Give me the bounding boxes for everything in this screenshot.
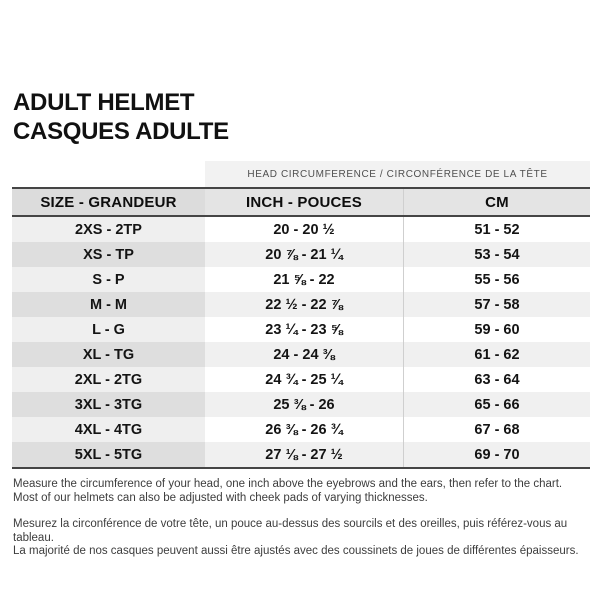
page-title: ADULT HELMET CASQUES ADULTE bbox=[13, 88, 229, 146]
size-cell: S - P bbox=[12, 267, 205, 292]
size-cell: XL - TG bbox=[12, 342, 205, 367]
size-cell: 2XL - 2TG bbox=[12, 367, 205, 392]
cm-cell: 63 - 64 bbox=[403, 367, 590, 392]
size-cell: M - M bbox=[12, 292, 205, 317]
band-spacer bbox=[12, 161, 205, 187]
inch-cell: 20 ⅞ - 21 ¼ bbox=[205, 242, 403, 267]
cm-cell: 57 - 58 bbox=[403, 292, 590, 317]
cm-cell: 55 - 56 bbox=[403, 267, 590, 292]
cm-cell: 59 - 60 bbox=[403, 317, 590, 342]
table-row: 2XS - 2TP 20 - 20 ½ 51 - 52 bbox=[12, 217, 590, 242]
column-header-cm: CM bbox=[403, 189, 590, 215]
table-row: XL - TG 24 - 24 ⅜ 61 - 62 bbox=[12, 342, 590, 367]
table-row: M - M 22 ½ - 22 ⅞ 57 - 58 bbox=[12, 292, 590, 317]
inch-cell: 27 ⅛ - 27 ½ bbox=[205, 442, 403, 467]
footer-note-en-line2: Most of our helmets can also be adjusted… bbox=[13, 491, 428, 504]
footer-notes: Measure the circumference of your head, … bbox=[13, 478, 589, 559]
size-cell: 3XL - 3TG bbox=[12, 392, 205, 417]
cm-cell: 51 - 52 bbox=[403, 217, 590, 242]
head-circumference-band-row: HEAD CIRCUMFERENCE / CIRCONFÉRENCE DE LA… bbox=[12, 161, 590, 187]
table-header-row: SIZE - GRANDEUR INCH - POUCES CM bbox=[12, 187, 590, 217]
cm-cell: 61 - 62 bbox=[403, 342, 590, 367]
footer-note-fr-line1: Mesurez la circonférence de votre tête, … bbox=[13, 518, 568, 544]
inch-cell: 26 ⅜ - 26 ¾ bbox=[205, 417, 403, 442]
inch-cell: 21 ⅝ - 22 bbox=[205, 267, 403, 292]
size-cell: 4XL - 4TG bbox=[12, 417, 205, 442]
footer-note-fr: Mesurez la circonférence de votre tête, … bbox=[13, 518, 589, 559]
inch-cell: 22 ½ - 22 ⅞ bbox=[205, 292, 403, 317]
cm-cell: 53 - 54 bbox=[403, 242, 590, 267]
table-row: 2XL - 2TG 24 ¾ - 25 ¼ 63 - 64 bbox=[12, 367, 590, 392]
cm-cell: 67 - 68 bbox=[403, 417, 590, 442]
table-row: 3XL - 3TG 25 ⅜ - 26 65 - 66 bbox=[12, 392, 590, 417]
inch-cell: 20 - 20 ½ bbox=[205, 217, 403, 242]
footer-note-en-line1: Measure the circumference of your head, … bbox=[13, 478, 563, 490]
column-header-inch: INCH - POUCES bbox=[205, 189, 403, 215]
footer-note-en: Measure the circumference of your head, … bbox=[13, 478, 589, 505]
table-row: L - G 23 ¼ - 23 ⅝ 59 - 60 bbox=[12, 317, 590, 342]
size-cell: L - G bbox=[12, 317, 205, 342]
table-body: 2XS - 2TP 20 - 20 ½ 51 - 52 XS - TP 20 ⅞ - 2… bbox=[12, 217, 590, 469]
table-row: XS - TP 20 ⅞ - 21 ¼ 53 - 54 bbox=[12, 242, 590, 267]
footer-note-fr-line2: La majorité de nos casques peuvent aussi… bbox=[13, 545, 579, 557]
inch-cell: 25 ⅜ - 26 bbox=[205, 392, 403, 417]
cm-cell: 65 - 66 bbox=[403, 392, 590, 417]
inch-cell: 24 ¾ - 25 ¼ bbox=[205, 367, 403, 392]
head-circumference-band: HEAD CIRCUMFERENCE / CIRCONFÉRENCE DE LA… bbox=[205, 161, 590, 187]
size-cell: XS - TP bbox=[12, 242, 205, 267]
column-header-size: SIZE - GRANDEUR bbox=[12, 189, 205, 215]
size-cell: 2XS - 2TP bbox=[12, 217, 205, 242]
table-row: S - P 21 ⅝ - 22 55 - 56 bbox=[12, 267, 590, 292]
page-title-line-en: ADULT HELMET bbox=[13, 89, 195, 116]
page-title-line-fr: CASQUES ADULTE bbox=[13, 118, 229, 145]
cm-cell: 69 - 70 bbox=[403, 442, 590, 467]
table-row: 4XL - 4TG 26 ⅜ - 26 ¾ 67 - 68 bbox=[12, 417, 590, 442]
size-cell: 5XL - 5TG bbox=[12, 442, 205, 467]
inch-cell: 24 - 24 ⅜ bbox=[205, 342, 403, 367]
size-chart-table: HEAD CIRCUMFERENCE / CIRCONFÉRENCE DE LA… bbox=[12, 161, 590, 469]
table-row: 5XL - 5TG 27 ⅛ - 27 ½ 69 - 70 bbox=[12, 442, 590, 467]
inch-cell: 23 ¼ - 23 ⅝ bbox=[205, 317, 403, 342]
